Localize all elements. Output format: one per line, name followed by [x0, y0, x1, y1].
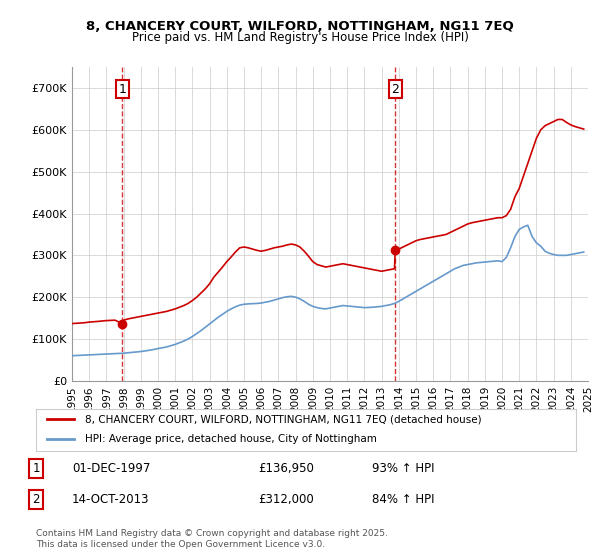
Text: HPI: Average price, detached house, City of Nottingham: HPI: Average price, detached house, City…: [85, 434, 376, 444]
Text: 1: 1: [118, 83, 126, 96]
Text: 2: 2: [32, 493, 40, 506]
Text: 8, CHANCERY COURT, WILFORD, NOTTINGHAM, NG11 7EQ (detached house): 8, CHANCERY COURT, WILFORD, NOTTINGHAM, …: [85, 414, 481, 424]
Text: £136,950: £136,950: [258, 462, 314, 475]
Text: 93% ↑ HPI: 93% ↑ HPI: [372, 462, 434, 475]
Text: 01-DEC-1997: 01-DEC-1997: [72, 462, 151, 475]
Text: £312,000: £312,000: [258, 493, 314, 506]
Text: 14-OCT-2013: 14-OCT-2013: [72, 493, 149, 506]
Text: 1: 1: [32, 462, 40, 475]
Text: 84% ↑ HPI: 84% ↑ HPI: [372, 493, 434, 506]
Text: 2: 2: [391, 83, 399, 96]
Text: Contains HM Land Registry data © Crown copyright and database right 2025.
This d: Contains HM Land Registry data © Crown c…: [36, 529, 388, 549]
Text: Price paid vs. HM Land Registry's House Price Index (HPI): Price paid vs. HM Land Registry's House …: [131, 31, 469, 44]
Text: 8, CHANCERY COURT, WILFORD, NOTTINGHAM, NG11 7EQ: 8, CHANCERY COURT, WILFORD, NOTTINGHAM, …: [86, 20, 514, 32]
